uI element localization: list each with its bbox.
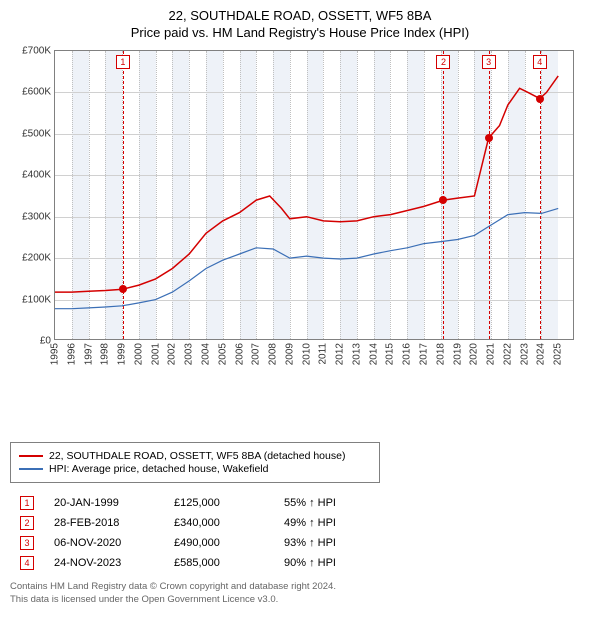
series-hpi <box>55 208 558 308</box>
sales-price: £340,000 <box>174 517 284 529</box>
sales-row: 1 20-JAN-1999£125,00055% ↑ HPI <box>10 493 590 513</box>
sales-diff: 93% ↑ HPI <box>284 537 404 549</box>
sales-price: £490,000 <box>174 537 284 549</box>
x-tick-label: 1999 <box>117 343 128 365</box>
sales-index-box: 2 <box>20 516 34 530</box>
x-tick-label: 2013 <box>351 343 362 365</box>
x-tick-label: 2002 <box>167 343 178 365</box>
x-tick-label: 2017 <box>419 343 430 365</box>
x-tick-label: 2024 <box>536 343 547 365</box>
legend-swatch <box>19 468 43 470</box>
legend-row: HPI: Average price, detached house, Wake… <box>19 463 371 475</box>
footer-line2: This data is licensed under the Open Gov… <box>10 594 590 607</box>
legend-swatch <box>19 455 43 457</box>
sales-row: 2 28-FEB-2018£340,00049% ↑ HPI <box>10 513 590 533</box>
x-tick-label: 2001 <box>150 343 161 365</box>
x-tick-label: 2000 <box>133 343 144 365</box>
sales-date: 06-NOV-2020 <box>54 537 174 549</box>
y-tick-label: £600K <box>22 87 51 98</box>
sales-index-box: 4 <box>20 556 34 570</box>
plot-area: 1995199619971998199920002001200220032004… <box>54 50 574 340</box>
x-tick-label: 2018 <box>435 343 446 365</box>
x-tick-label: 2005 <box>217 343 228 365</box>
x-tick-label: 1995 <box>50 343 61 365</box>
chart-title-line1: 22, SOUTHDALE ROAD, OSSETT, WF5 8BA <box>10 8 590 23</box>
x-tick-label: 2023 <box>519 343 530 365</box>
y-tick-label: £700K <box>22 46 51 57</box>
x-tick-label: 2006 <box>234 343 245 365</box>
x-tick-label: 2004 <box>200 343 211 365</box>
sales-price: £585,000 <box>174 557 284 569</box>
sales-row: 3 06-NOV-2020£490,00093% ↑ HPI <box>10 533 590 553</box>
sales-diff: 90% ↑ HPI <box>284 557 404 569</box>
y-tick-label: £300K <box>22 211 51 222</box>
y-tick-label: £400K <box>22 170 51 181</box>
x-tick-label: 2008 <box>268 343 279 365</box>
sales-table: 1 20-JAN-1999£125,00055% ↑ HPI 2 28-FEB-201… <box>10 493 590 573</box>
footer-attribution: Contains HM Land Registry data © Crown c… <box>10 581 590 607</box>
x-tick-label: 2022 <box>502 343 513 365</box>
x-tick-label: 2011 <box>318 343 329 365</box>
x-tick-label: 2003 <box>184 343 195 365</box>
legend-label: 22, SOUTHDALE ROAD, OSSETT, WF5 8BA (det… <box>49 450 345 462</box>
sales-row: 4 24-NOV-2023£585,00090% ↑ HPI <box>10 553 590 573</box>
sales-date: 20-JAN-1999 <box>54 497 174 509</box>
sales-price: £125,000 <box>174 497 284 509</box>
x-tick-label: 2009 <box>284 343 295 365</box>
x-tick-label: 2012 <box>335 343 346 365</box>
sales-index-box: 3 <box>20 536 34 550</box>
legend-row: 22, SOUTHDALE ROAD, OSSETT, WF5 8BA (det… <box>19 450 371 462</box>
x-tick-label: 2010 <box>301 343 312 365</box>
x-tick-label: 2016 <box>402 343 413 365</box>
chart-title-line2: Price paid vs. HM Land Registry's House … <box>10 25 590 40</box>
chart-legend: 22, SOUTHDALE ROAD, OSSETT, WF5 8BA (det… <box>10 442 380 483</box>
x-tick-label: 2020 <box>469 343 480 365</box>
series-property <box>55 76 558 292</box>
x-tick-label: 1996 <box>66 343 77 365</box>
series-lines <box>55 51 575 341</box>
y-tick-label: £200K <box>22 253 51 264</box>
y-tick-label: £100K <box>22 294 51 305</box>
x-tick-label: 2019 <box>452 343 463 365</box>
chart-title-block: 22, SOUTHDALE ROAD, OSSETT, WF5 8BA Pric… <box>10 8 590 40</box>
sales-diff: 49% ↑ HPI <box>284 517 404 529</box>
x-tick-label: 2014 <box>368 343 379 365</box>
x-tick-label: 2015 <box>385 343 396 365</box>
x-tick-label: 1997 <box>83 343 94 365</box>
sales-diff: 55% ↑ HPI <box>284 497 404 509</box>
x-tick-label: 1998 <box>100 343 111 365</box>
legend-label: HPI: Average price, detached house, Wake… <box>49 463 268 475</box>
x-tick-label: 2021 <box>486 343 497 365</box>
x-tick-label: 2007 <box>251 343 262 365</box>
sales-index-box: 1 <box>20 496 34 510</box>
y-tick-label: £0 <box>40 336 51 347</box>
sales-date: 28-FEB-2018 <box>54 517 174 529</box>
price-chart: 1995 1996 1997 1998 1999 2000 2001 2002 2003 2004… <box>10 44 590 394</box>
sales-date: 24-NOV-2023 <box>54 557 174 569</box>
y-tick-label: £500K <box>22 128 51 139</box>
footer-line1: Contains HM Land Registry data © Crown c… <box>10 581 590 594</box>
x-tick-label: 2025 <box>553 343 564 365</box>
